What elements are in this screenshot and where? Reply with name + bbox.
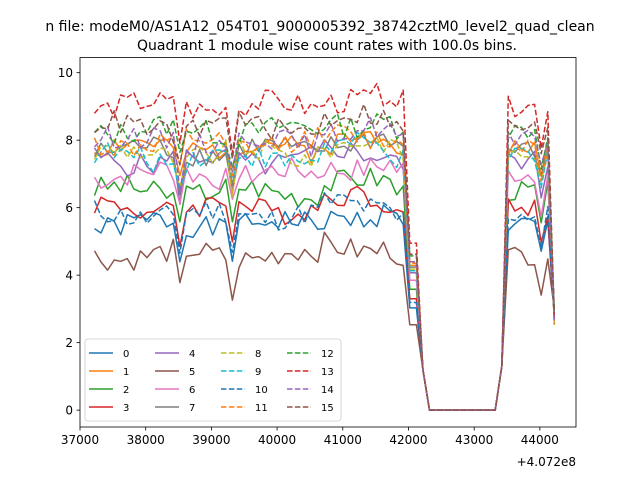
legend-label-6: 6: [189, 385, 195, 396]
x-offset-text: +4.072e8: [517, 455, 576, 469]
legend-label-3: 3: [123, 403, 129, 414]
legend-label-0: 0: [123, 349, 129, 360]
y-tick-label: 4: [65, 269, 73, 283]
series-line-14: [93, 116, 556, 411]
x-tick-label: 38000: [127, 433, 165, 447]
figure-suptitle: n file: modeM0/AS1A12_054T01_9000005392_…: [45, 19, 594, 35]
y-tick-label: 10: [58, 66, 73, 80]
legend-label-4: 4: [189, 349, 195, 360]
x-tick-label: 44000: [521, 433, 559, 447]
series-line-8: [93, 136, 556, 411]
legend-label-14: 14: [321, 385, 334, 396]
axes-frame: [79, 57, 577, 428]
legend-label-8: 8: [255, 349, 261, 360]
axis-ticks: 37000 38000 39000 40000 41000 42000 43000 44000…: [58, 66, 559, 447]
x-tick-label: 42000: [389, 433, 427, 447]
x-tick-label: 40000: [258, 433, 296, 447]
legend-label-2: 2: [123, 385, 129, 396]
legend-label-1: 1: [123, 367, 129, 378]
legend-label-9: 9: [255, 367, 261, 378]
plot-area: [93, 82, 556, 411]
legend-label-10: 10: [255, 385, 268, 396]
legend-label-13: 13: [321, 367, 334, 378]
legend-label-5: 5: [189, 367, 195, 378]
series-line-15: [94, 103, 556, 411]
y-tick-label: 2: [65, 336, 73, 350]
x-tick-label: 39000: [192, 433, 230, 447]
chart-title: Quadrant 1 module wise count rates with …: [137, 38, 517, 54]
y-tick-label: 8: [65, 134, 73, 148]
x-tick-label: 43000: [455, 433, 493, 447]
legend-label-7: 7: [189, 403, 195, 414]
legend-label-15: 15: [321, 403, 334, 414]
legend-label-11: 11: [255, 403, 268, 414]
legend-box: [84, 338, 342, 422]
x-tick-label: 37000: [61, 433, 99, 447]
y-tick-label: 6: [65, 201, 73, 215]
series-line-12: [93, 113, 556, 411]
legend-label-12: 12: [321, 349, 334, 360]
x-tick-label: 41000: [324, 433, 362, 447]
y-tick-label: 0: [65, 404, 73, 418]
